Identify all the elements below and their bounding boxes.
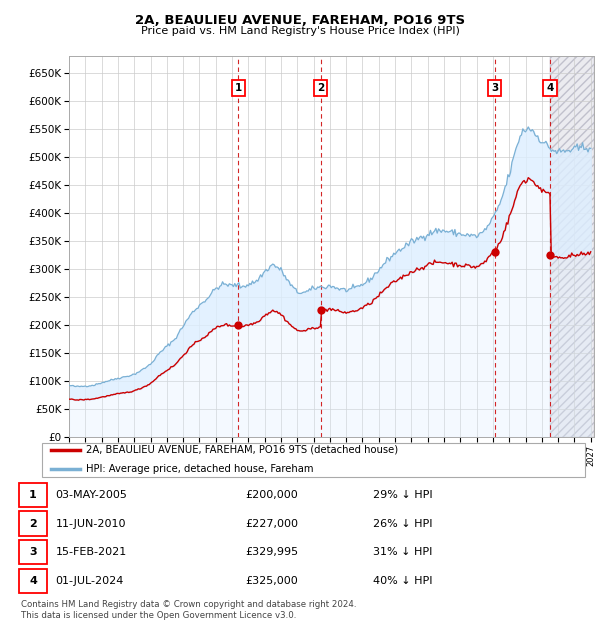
Text: 40% ↓ HPI: 40% ↓ HPI <box>373 576 433 586</box>
Text: HPI: Average price, detached house, Fareham: HPI: Average price, detached house, Fare… <box>86 464 313 474</box>
Text: 2A, BEAULIEU AVENUE, FAREHAM, PO16 9TS: 2A, BEAULIEU AVENUE, FAREHAM, PO16 9TS <box>135 14 465 27</box>
FancyBboxPatch shape <box>19 569 47 593</box>
Text: 1: 1 <box>29 490 37 500</box>
FancyBboxPatch shape <box>19 540 47 564</box>
Text: 29% ↓ HPI: 29% ↓ HPI <box>373 490 433 500</box>
Text: 1: 1 <box>235 83 242 94</box>
Text: 03-MAY-2005: 03-MAY-2005 <box>56 490 128 500</box>
Text: 01-JUL-2024: 01-JUL-2024 <box>56 576 124 586</box>
Text: 15-FEB-2021: 15-FEB-2021 <box>56 547 127 557</box>
Text: 2A, BEAULIEU AVENUE, FAREHAM, PO16 9TS (detached house): 2A, BEAULIEU AVENUE, FAREHAM, PO16 9TS (… <box>86 445 398 455</box>
FancyBboxPatch shape <box>19 483 47 507</box>
FancyBboxPatch shape <box>19 512 47 536</box>
Text: 4: 4 <box>546 83 554 94</box>
Text: 3: 3 <box>491 83 499 94</box>
Text: £329,995: £329,995 <box>245 547 298 557</box>
FancyBboxPatch shape <box>42 443 585 477</box>
Text: £227,000: £227,000 <box>245 518 298 528</box>
Bar <box>550 56 594 437</box>
Text: £325,000: £325,000 <box>245 576 298 586</box>
Text: 2: 2 <box>29 518 37 528</box>
Text: £200,000: £200,000 <box>245 490 298 500</box>
Text: 26% ↓ HPI: 26% ↓ HPI <box>373 518 433 528</box>
Bar <box>550 56 594 437</box>
Text: 3: 3 <box>29 547 37 557</box>
Text: 31% ↓ HPI: 31% ↓ HPI <box>373 547 432 557</box>
Text: 2: 2 <box>317 83 325 94</box>
Text: Contains HM Land Registry data © Crown copyright and database right 2024.
This d: Contains HM Land Registry data © Crown c… <box>21 600 356 619</box>
Text: 11-JUN-2010: 11-JUN-2010 <box>56 518 126 528</box>
Text: 4: 4 <box>29 576 37 586</box>
Text: Price paid vs. HM Land Registry's House Price Index (HPI): Price paid vs. HM Land Registry's House … <box>140 26 460 36</box>
